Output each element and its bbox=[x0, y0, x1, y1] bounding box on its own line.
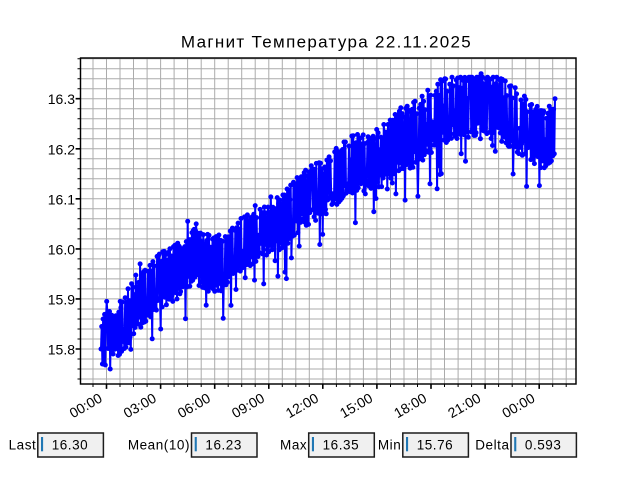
svg-text:15.9: 15.9 bbox=[48, 291, 75, 307]
svg-text:15.76: 15.76 bbox=[417, 438, 454, 453]
svg-text:16.1: 16.1 bbox=[48, 191, 75, 207]
svg-text:16.23: 16.23 bbox=[205, 438, 242, 453]
svg-text:16.2: 16.2 bbox=[48, 141, 75, 157]
svg-text:Min: Min bbox=[378, 438, 401, 453]
svg-text:Mean(10): Mean(10) bbox=[128, 438, 190, 453]
svg-text:Delta: Delta bbox=[475, 438, 509, 453]
svg-text:Магнит Температура 22.11.2025: Магнит Температура 22.11.2025 bbox=[181, 33, 472, 52]
svg-text:Last: Last bbox=[9, 438, 37, 453]
svg-text:0.593: 0.593 bbox=[525, 438, 562, 453]
svg-text:16.3: 16.3 bbox=[48, 91, 75, 107]
svg-text:15.8: 15.8 bbox=[48, 342, 75, 358]
svg-text:16.0: 16.0 bbox=[48, 241, 75, 257]
svg-text:16.30: 16.30 bbox=[52, 438, 89, 453]
svg-text:16.35: 16.35 bbox=[323, 438, 360, 453]
svg-text:Max: Max bbox=[280, 438, 307, 453]
